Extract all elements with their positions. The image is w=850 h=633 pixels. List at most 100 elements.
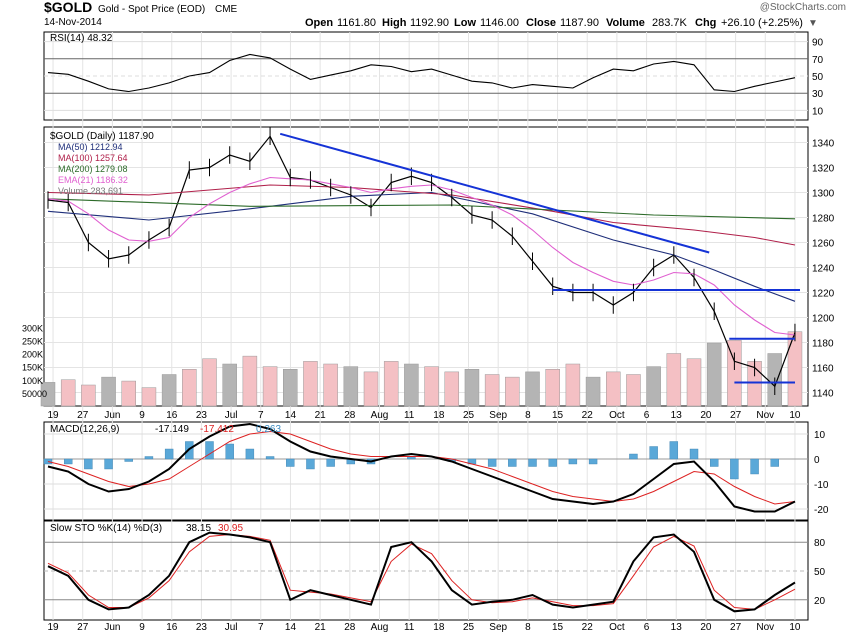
price-ytick: 1200 xyxy=(812,314,835,325)
macd-histogram-bar xyxy=(245,448,255,460)
sto-label: Slow STO %K(14) %D(3) xyxy=(50,523,162,534)
volume-bar xyxy=(464,369,480,407)
x-tick-label-bottom: 22 xyxy=(582,622,594,633)
x-tick-label-bottom: Jul xyxy=(225,622,238,633)
macd-ytick: 0 xyxy=(814,455,820,466)
volume-ytick: 250K xyxy=(22,336,43,346)
chg-label: Chg xyxy=(695,17,716,29)
volume-bar xyxy=(141,387,157,407)
price-ytick: 1180 xyxy=(812,339,834,350)
volume-bar xyxy=(202,358,217,407)
macd-histogram-bar xyxy=(508,458,517,467)
collapse-icon[interactable]: ▼ xyxy=(808,18,818,29)
volume-bar xyxy=(444,371,460,407)
macd-plot xyxy=(43,422,808,513)
x-tick-label-bottom: 15 xyxy=(552,622,564,633)
x-tick-label-bottom: 18 xyxy=(433,622,445,633)
volume-bar xyxy=(727,340,742,407)
macd-histogram-bar xyxy=(306,458,315,470)
x-tick-label: Nov xyxy=(756,410,774,421)
rsi-ytick: 70 xyxy=(812,55,824,66)
price-series-line xyxy=(47,176,796,336)
macd-histogram-bar xyxy=(265,456,275,460)
x-tick-label: 10 xyxy=(789,410,801,421)
macd-signal-line xyxy=(47,430,796,505)
x-tick-label: Aug xyxy=(371,410,389,421)
x-tick-label-bottom: 11 xyxy=(404,622,415,633)
x-tick-label-bottom: Nov xyxy=(756,622,774,633)
x-tick-label: 25 xyxy=(463,410,475,421)
price-ytick: 1220 xyxy=(812,289,835,300)
volume-bar xyxy=(60,379,76,407)
volume-bar xyxy=(424,366,439,407)
price-legend-title: $GOLD (Daily) 1187.90 xyxy=(50,131,154,142)
exchange: CME xyxy=(215,4,238,15)
volume-bar xyxy=(222,363,237,407)
volume-bar xyxy=(666,353,682,407)
legend-ma50: MA(50) 1212.94 xyxy=(58,142,123,152)
trendline xyxy=(279,132,710,254)
price-series-line xyxy=(47,191,796,302)
macd-signal-value: -17.412 xyxy=(200,424,234,435)
volume-ytick: 200K xyxy=(22,350,43,360)
x-tick-label: 8 xyxy=(525,410,531,421)
macd-histogram-bar xyxy=(286,458,295,467)
volume-bar xyxy=(182,369,197,407)
rsi-ytick: 10 xyxy=(812,106,824,117)
macd-histogram-bar xyxy=(588,458,598,465)
x-tick-label-bottom: 28 xyxy=(344,622,356,633)
volume-bar xyxy=(81,384,96,407)
axis-labels: 19 19 27 27 Jun Jun 9 9 16 16 23 23 Jul Jul 7 7 14 14 21 21… xyxy=(22,38,835,633)
legend-volume: Volume 283,691 xyxy=(58,186,123,196)
x-tick-label-bottom: 27 xyxy=(77,622,89,633)
chg-value: +26.10 (+2.25%) xyxy=(721,17,803,29)
x-tick-label: 7 xyxy=(258,410,264,421)
volume-bar xyxy=(343,366,359,407)
sto-ytick: 80 xyxy=(814,538,826,549)
macd-histogram-bar xyxy=(164,448,174,460)
rsi-ytick: 90 xyxy=(812,38,824,49)
sto-ytick: 20 xyxy=(814,596,826,607)
legend-ma200: MA(200) 1279.08 xyxy=(58,164,128,174)
high-label: High xyxy=(382,17,407,29)
macd-histogram-bar xyxy=(649,446,658,460)
x-tick-label-bottom: 6 xyxy=(644,622,650,633)
x-tick-label-bottom: Oct xyxy=(609,622,625,633)
legend-ema21: EMA(21) 1186.32 xyxy=(58,175,128,185)
volume-bar xyxy=(525,371,540,407)
x-tick-label-bottom: 7 xyxy=(258,622,264,633)
macd-histogram-bar xyxy=(750,458,759,475)
x-tick-label: 14 xyxy=(285,410,297,421)
sto-k-value: 38.15 xyxy=(186,523,211,534)
macd-histogram-bar xyxy=(770,458,779,467)
volume-bar xyxy=(606,371,621,407)
volume-bar xyxy=(383,361,399,407)
x-tick-label-bottom: 9 xyxy=(139,622,145,633)
x-tick-label: Oct xyxy=(609,410,625,421)
x-tick-label-bottom: 23 xyxy=(196,622,208,633)
grid-lines xyxy=(44,32,808,620)
x-tick-label-bottom: Sep xyxy=(489,622,507,633)
x-tick-label: 27 xyxy=(730,410,742,421)
price-ytick: 1300 xyxy=(812,189,835,200)
volume-bar xyxy=(121,380,137,407)
price-ytick: 1320 xyxy=(812,164,835,175)
price-ytick: 1280 xyxy=(812,214,835,225)
x-tick-label: 16 xyxy=(166,410,178,421)
macd-histogram-bar xyxy=(669,441,679,460)
macd-histogram-bar xyxy=(144,456,154,460)
macd-histogram-bar xyxy=(689,448,699,460)
x-tick-label-bottom: 20 xyxy=(700,622,712,633)
open-value: 1161.80 xyxy=(337,17,376,29)
volume-bar xyxy=(303,361,318,407)
sto-d-line xyxy=(47,533,796,610)
x-tick-label: 18 xyxy=(433,410,445,421)
macd-histogram-bar xyxy=(124,458,133,462)
rsi-ytick: 30 xyxy=(812,89,824,100)
copyright: @StockCharts.com xyxy=(760,2,846,13)
x-tick-label: Jun xyxy=(104,410,120,421)
macd-histogram-bar xyxy=(63,458,73,465)
volume-ytick: 150K xyxy=(22,363,43,373)
volume-bar xyxy=(283,369,298,407)
